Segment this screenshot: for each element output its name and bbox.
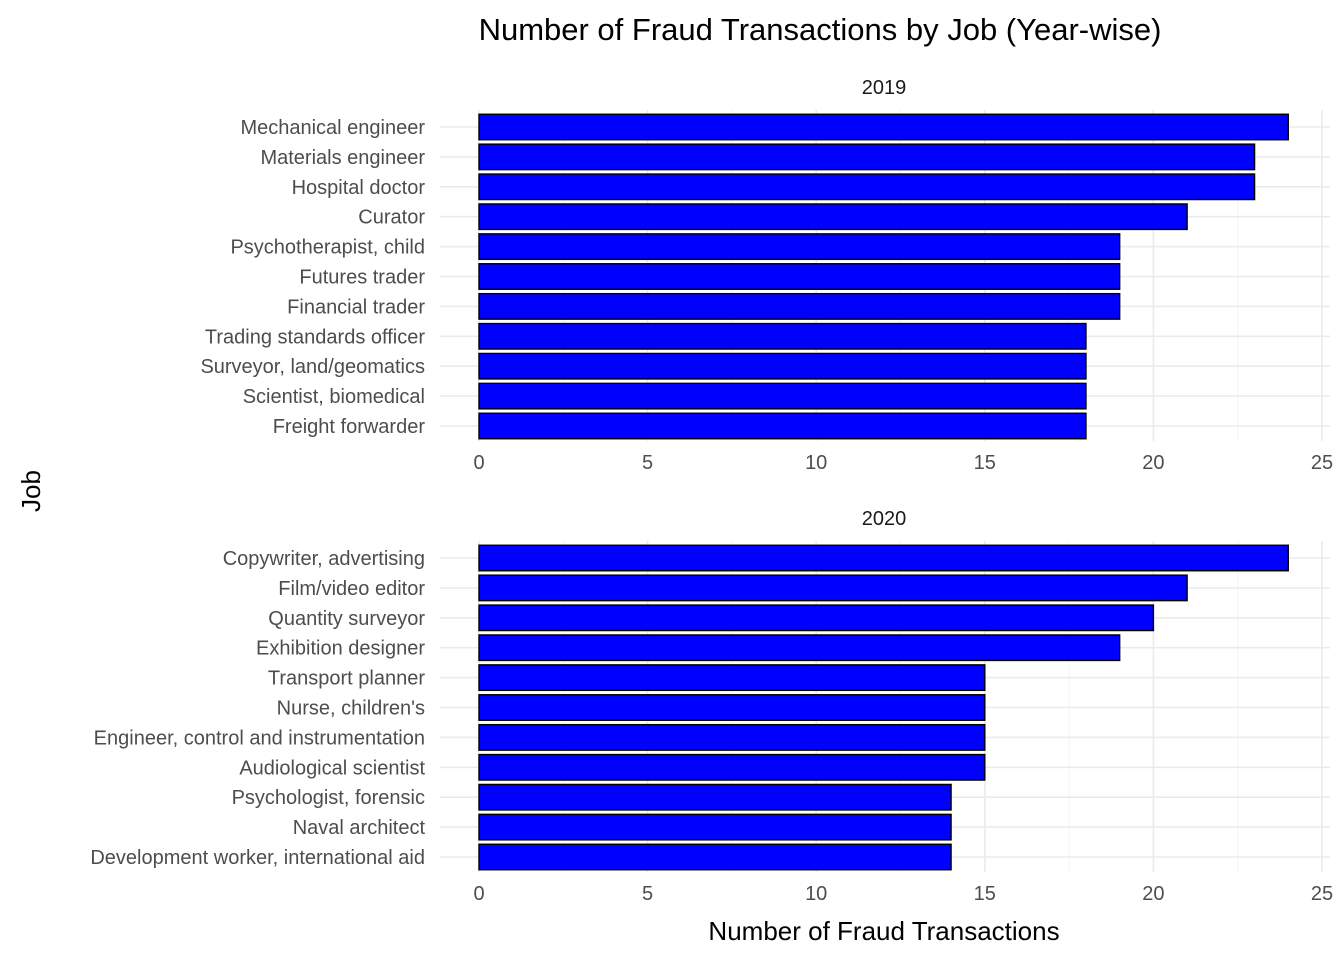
- y-tick-label: Futures trader: [299, 267, 425, 289]
- x-tick-label: 0: [473, 452, 484, 474]
- y-tick-label: Materials engineer: [260, 147, 425, 169]
- y-tick-labels: Mechanical engineer Materials engineer Hos…: [200, 117, 425, 438]
- bar: [478, 664, 986, 692]
- bar: [478, 634, 1121, 662]
- bar: [478, 843, 952, 871]
- x-tick-label: 20: [1142, 883, 1164, 905]
- facet-strip-label: 2019: [862, 77, 907, 99]
- facet-panel-2020: 2020 Copywriter, advertising Film/video e…: [90, 508, 1333, 905]
- y-tick-label: Psychotherapist, child: [230, 237, 425, 259]
- x-axis-label: Number of Fraud Transactions: [708, 916, 1059, 946]
- bars: [478, 113, 1289, 440]
- bar: [478, 352, 1087, 380]
- x-tick-label: 10: [805, 883, 827, 905]
- bar: [478, 723, 986, 751]
- y-tick-label: Development worker, international aid: [90, 847, 425, 869]
- bar: [478, 813, 952, 841]
- y-tick-label: Nurse, children's: [277, 698, 425, 720]
- y-tick-label: Quantity surveyor: [268, 608, 425, 630]
- bar: [478, 382, 1087, 410]
- x-tick-label: 10: [805, 452, 827, 474]
- bar: [478, 753, 986, 781]
- x-tick-label: 25: [1311, 452, 1333, 474]
- y-tick-label: Film/video editor: [278, 578, 425, 600]
- bar: [478, 544, 1289, 572]
- y-tick-label: Freight forwarder: [273, 416, 426, 438]
- y-tick-label: Mechanical engineer: [240, 117, 425, 139]
- x-tick-labels: 0 5 10 15 20 25: [473, 883, 1333, 905]
- y-tick-label: Psychologist, forensic: [232, 787, 425, 809]
- y-axis-label: Job: [16, 470, 46, 512]
- facet-panel-2019: 2019 Mechanical engineer Materials engine…: [200, 77, 1333, 474]
- facet-strip-label: 2020: [862, 508, 907, 530]
- y-tick-label: Copywriter, advertising: [223, 548, 425, 570]
- bar: [478, 694, 986, 721]
- y-tick-label: Surveyor, land/geomatics: [200, 356, 425, 378]
- bar: [478, 173, 1256, 201]
- y-tick-label: Trading standards officer: [205, 326, 425, 348]
- y-tick-label: Scientist, biomedical: [243, 386, 425, 408]
- bar: [478, 783, 952, 811]
- x-tick-label: 25: [1311, 883, 1333, 905]
- y-tick-label: Naval architect: [293, 817, 426, 839]
- bar: [478, 203, 1188, 231]
- y-tick-label: Curator: [358, 207, 425, 229]
- bars: [478, 544, 1289, 871]
- y-tick-labels: Copywriter, advertising Film/video editor…: [90, 548, 425, 869]
- bar: [478, 412, 1087, 440]
- x-tick-label: 20: [1142, 452, 1164, 474]
- bar: [478, 574, 1188, 602]
- y-tick-label: Exhibition designer: [256, 638, 425, 660]
- x-tick-label: 5: [642, 883, 653, 905]
- x-tick-labels: 0 5 10 15 20 25: [473, 452, 1333, 474]
- bar: [478, 322, 1087, 350]
- bar: [478, 113, 1289, 141]
- y-tick-label: Audiological scientist: [239, 757, 425, 779]
- y-tick-label: Hospital doctor: [292, 177, 426, 199]
- bar: [478, 143, 1256, 171]
- x-tick-label: 0: [473, 883, 484, 905]
- chart-title: Number of Fraud Transactions by Job (Yea…: [479, 12, 1162, 47]
- y-tick-label: Engineer, control and instrumentation: [94, 727, 425, 749]
- bar: [478, 233, 1121, 261]
- x-tick-label: 5: [642, 452, 653, 474]
- x-tick-label: 15: [974, 452, 996, 474]
- bar: [478, 604, 1155, 632]
- y-tick-label: Transport planner: [268, 668, 425, 690]
- bar: [478, 263, 1121, 290]
- x-tick-label: 15: [974, 883, 996, 905]
- y-tick-label: Financial trader: [287, 296, 425, 318]
- bar: [478, 292, 1121, 320]
